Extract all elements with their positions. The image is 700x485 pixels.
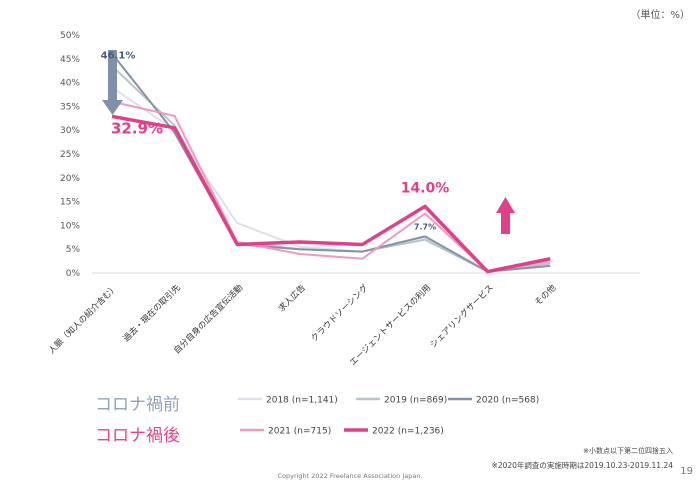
- series-line-2022: [111, 114, 551, 274]
- x-tick-label: 人脈（知人の紹介含む）: [46, 282, 120, 356]
- y-tick-label: 10%: [60, 221, 80, 231]
- x-tick-label: クラウドソーシング: [309, 282, 371, 344]
- note-survey-period: ※2020年調査の実施時期は2019.10.23-2019.11.24: [492, 460, 674, 470]
- series-line-2019: [111, 65, 551, 273]
- x-tick-label: 過去・現在の取引先: [121, 282, 183, 344]
- legend-label: 2021 (n=715): [268, 427, 331, 437]
- y-tick-label: 0%: [66, 269, 81, 279]
- y-tick-label: 45%: [60, 55, 80, 65]
- unit-note: （単位：%）: [630, 8, 690, 21]
- legend-group-after: コロナ禍後: [95, 426, 180, 446]
- x-tick-label: 自分自身の広告宣伝活動: [171, 282, 245, 356]
- x-tick-label: シェアリングサービス: [428, 282, 496, 350]
- data-label: 46.1%: [101, 51, 136, 62]
- legend-group-before: コロナ禍前: [95, 395, 180, 415]
- up-arrow-icon: [496, 197, 515, 234]
- series-line-2020: [111, 52, 551, 273]
- copyright: Copyright 2022 Freelance Association Jap…: [277, 472, 422, 480]
- y-tick-label: 5%: [66, 245, 81, 255]
- y-tick-label: 20%: [60, 174, 80, 184]
- note-rounding: ※小数点以下第二位四捨五入: [583, 446, 673, 455]
- legend-label: 2022 (n=1,236): [372, 427, 444, 437]
- y-tick-label: 15%: [60, 198, 80, 208]
- data-label: 14.0%: [401, 180, 450, 196]
- page-number: 19: [680, 466, 693, 477]
- y-tick-label: 50%: [60, 31, 80, 41]
- y-tick-label: 40%: [60, 79, 80, 89]
- legend-label: 2020 (n=568): [476, 396, 539, 406]
- legend-label: 2018 (n=1,141): [266, 396, 338, 406]
- down-arrow-icon: [102, 50, 123, 115]
- legend-label: 2019 (n=869): [384, 396, 447, 406]
- data-label: 32.9%: [111, 119, 163, 137]
- y-tick-label: 30%: [60, 126, 80, 136]
- series-line-2021: [111, 100, 551, 273]
- data-label: 7.7%: [414, 222, 436, 231]
- x-tick-label: その他: [533, 282, 559, 308]
- y-tick-label: 35%: [60, 102, 80, 112]
- x-tick-label: 求人広告: [276, 282, 308, 314]
- y-tick-label: 25%: [60, 150, 80, 160]
